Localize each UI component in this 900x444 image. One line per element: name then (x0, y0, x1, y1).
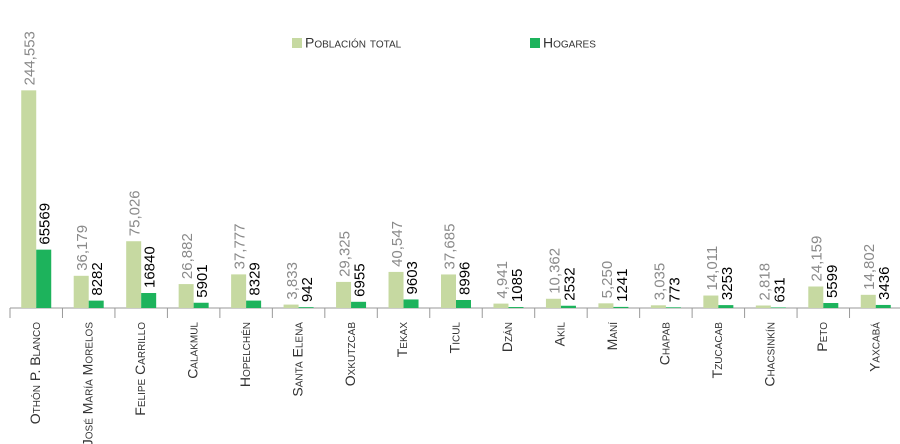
bar (808, 286, 824, 308)
value-label: 6955 (352, 263, 369, 296)
legend-label: Población total (305, 35, 402, 51)
value-label: 1085 (509, 269, 526, 302)
value-label: 29,325 (337, 231, 354, 277)
value-label: 5,250 (599, 261, 616, 299)
bar (823, 303, 839, 308)
bar (36, 249, 52, 308)
value-label: 10,362 (546, 248, 563, 294)
value-label: 1241 (614, 269, 631, 302)
value-label: 24,159 (809, 236, 826, 282)
bar (336, 281, 352, 308)
bar (770, 307, 786, 308)
bar (441, 274, 456, 308)
value-label: 8996 (456, 262, 473, 295)
x-tick-label: Hopelchén (237, 322, 253, 387)
x-tick-label: José María Morelos (79, 322, 95, 444)
bar (718, 305, 734, 308)
bar (560, 305, 576, 308)
value-label: 773 (666, 277, 683, 302)
value-label: 5901 (194, 264, 211, 297)
value-label: 3436 (876, 267, 893, 300)
bar (193, 302, 209, 308)
legend-swatch (530, 38, 540, 48)
bar (703, 295, 719, 308)
bar (860, 294, 876, 308)
x-tick-label: Oxkutzcab (342, 322, 358, 387)
x-tick-label: Chapab (657, 322, 673, 366)
bar (613, 306, 629, 308)
bar (73, 275, 89, 308)
value-label: 65569 (37, 203, 54, 245)
bar (141, 293, 157, 308)
value-label: 631 (771, 277, 788, 302)
bar (665, 307, 681, 308)
value-label: 942 (299, 277, 316, 302)
value-label: 3,035 (651, 263, 668, 301)
bar (298, 307, 314, 308)
x-tick-label: Akil (552, 322, 568, 347)
bar (598, 303, 614, 308)
x-tick-label: Dzán (499, 322, 515, 352)
value-label: 37,777 (232, 223, 249, 269)
bar (508, 307, 524, 308)
x-tick-label: Felipe Carrillo (132, 322, 148, 416)
value-label: 14,011 (704, 246, 721, 291)
bar (493, 303, 509, 308)
x-tick-label: Chacsinkín (762, 322, 778, 387)
value-label: 40,547 (389, 221, 406, 267)
value-label: 9603 (404, 261, 421, 294)
value-label: 14,802 (861, 244, 878, 290)
x-tick-label: Yaxcabá (866, 322, 882, 372)
bar (388, 271, 404, 308)
bar (456, 299, 471, 308)
value-label: 75,026 (127, 190, 144, 236)
bar (178, 284, 194, 308)
bar (88, 300, 104, 308)
bar (755, 305, 771, 308)
legend-swatch (292, 38, 302, 48)
x-tick-label: Ticul (447, 322, 463, 354)
x-tick-label: Othón P. Blanco (27, 322, 43, 424)
x-tick-label: Santa Elena (289, 322, 305, 397)
x-tick-label: Calakmul (184, 322, 200, 379)
value-label: 3253 (719, 267, 736, 300)
value-label: 3,833 (284, 262, 301, 300)
bar (875, 304, 891, 308)
value-label: 26,882 (179, 233, 196, 279)
bar (650, 305, 666, 308)
value-label: 2,818 (756, 263, 773, 301)
bar (403, 299, 419, 308)
value-label: 8329 (247, 262, 264, 295)
bar (351, 301, 367, 308)
x-tick-label: Maní (604, 322, 620, 351)
bar (545, 298, 561, 308)
value-label: 16840 (142, 246, 159, 288)
value-label: 4,941 (494, 261, 511, 299)
bar (231, 274, 247, 308)
bar (21, 90, 37, 308)
bar (126, 241, 142, 308)
value-label: 244,553 (22, 31, 39, 85)
value-label: 36,179 (74, 225, 91, 271)
value-label: 8282 (89, 262, 106, 295)
x-tick-label: Tekax (394, 322, 410, 358)
bar (283, 304, 299, 308)
value-label: 37,685 (441, 224, 458, 270)
x-tick-label: Peto (814, 322, 830, 352)
value-label: 2532 (561, 267, 578, 300)
bar (246, 300, 262, 308)
value-label: 5599 (824, 265, 841, 298)
x-tick-label: Tzucacab (709, 322, 725, 379)
legend-label: Hogares (543, 35, 596, 51)
